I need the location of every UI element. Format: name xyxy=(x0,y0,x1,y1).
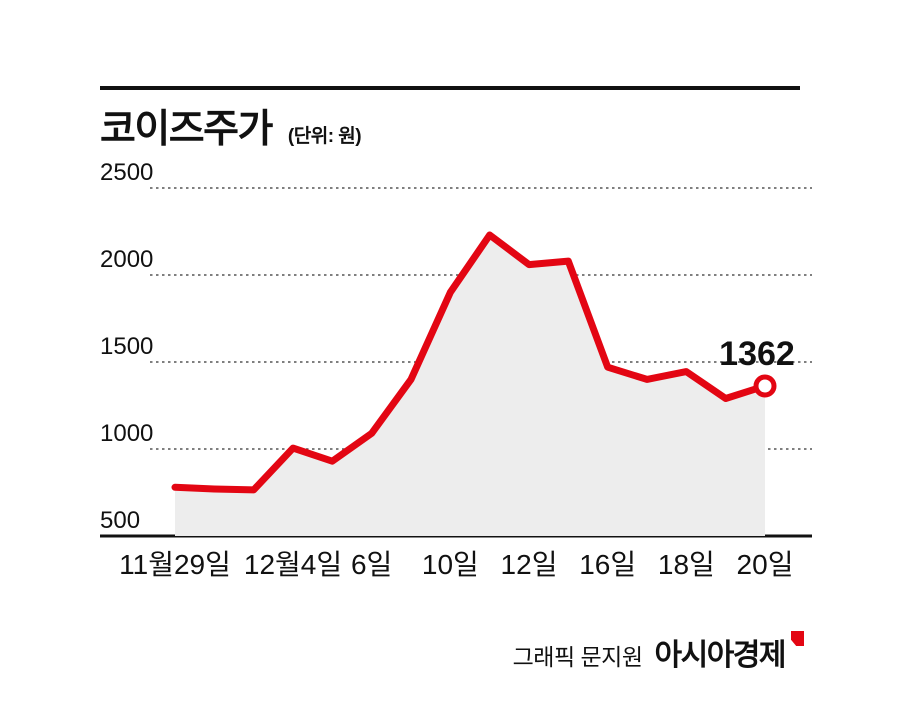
top-rule xyxy=(100,86,800,90)
x-axis-label: 12월4일 xyxy=(244,549,342,580)
x-axis-label: 11월29일 xyxy=(119,549,231,580)
last-point-marker xyxy=(753,374,777,398)
x-axis-label: 10일 xyxy=(422,549,479,580)
brand-name: 아시아경제 xyxy=(654,639,787,672)
credit-text: 그래픽 문지원 xyxy=(512,644,643,670)
chart-header: 코이즈주가 (단위: 원) xyxy=(100,98,362,154)
unit-label: (단위: 원) xyxy=(287,126,362,147)
brand-logo-icon xyxy=(791,631,804,646)
x-axis-label: 20일 xyxy=(737,549,794,580)
price-line xyxy=(171,231,769,494)
y-axis-label-500: 500 xyxy=(100,507,140,534)
x-axis-label: 18일 xyxy=(658,549,715,580)
x-axis-label: 12일 xyxy=(501,549,558,580)
x-axis-label: 6일 xyxy=(351,549,392,580)
y-axis-label-2000: 2000 xyxy=(100,246,153,273)
y-axis-label-1500: 1500 xyxy=(100,333,153,360)
last-value-label: 1362 xyxy=(719,335,795,373)
y-axis-label-1000: 1000 xyxy=(100,420,153,447)
x-axis-label: 16일 xyxy=(579,549,636,580)
y-axis-label-2500: 2500 xyxy=(100,159,153,186)
area-fill xyxy=(175,235,765,536)
credit-line: 그래픽 문지원 아시아경제 xyxy=(513,630,804,674)
chart-title: 코이즈주가 xyxy=(100,108,273,151)
